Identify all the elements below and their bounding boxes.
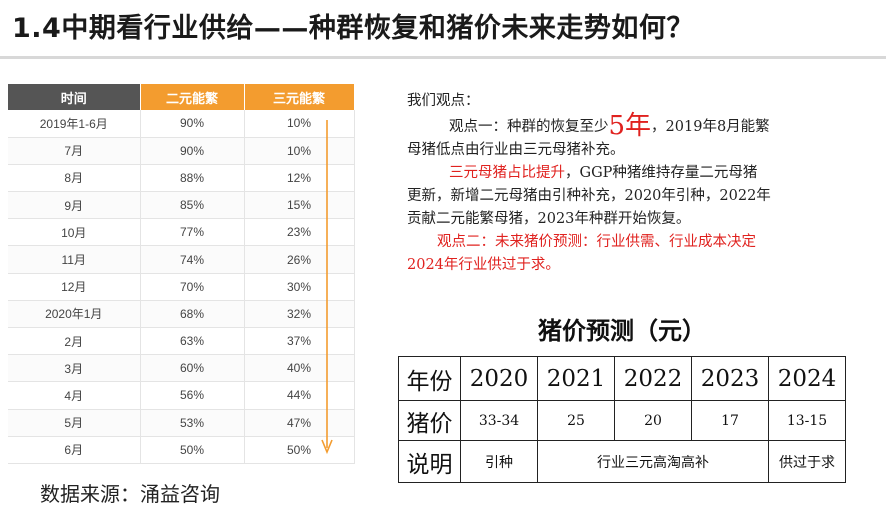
- year-cell: 2021: [537, 356, 615, 401]
- row-binary-cell: 90%: [140, 110, 245, 138]
- price-cell: 20: [614, 400, 692, 441]
- table-row: 12月 70% 30%: [8, 273, 355, 301]
- forecast-year-row: 年份 2020 2021 2022 2023 2024: [398, 356, 846, 401]
- row-binary-cell: 77%: [140, 218, 245, 247]
- column-header-ternary-sow: 三元能繁: [244, 84, 355, 110]
- row-time-cell: 10月: [8, 218, 141, 247]
- price-forecast: 猪价预测（元） 年份 2020 2021 2022 2023 2024 猪价 3…: [398, 308, 846, 483]
- table-row: 2月 63% 37%: [8, 327, 355, 356]
- row-ternary-cell: 44%: [244, 381, 355, 410]
- row-ternary-cell: 50%: [244, 436, 355, 464]
- ternary-share-highlight: 三元母猪占比提升: [449, 165, 565, 181]
- row-time-cell: 2019年1-6月: [8, 110, 141, 138]
- row-time-cell: 9月: [8, 191, 141, 220]
- table-row: 2020年1月 68% 32%: [8, 300, 355, 329]
- row-binary-cell: 60%: [140, 354, 245, 383]
- row-time-cell: 12月: [8, 273, 141, 301]
- year-cell: 2020: [460, 356, 538, 401]
- row-ternary-cell: 12%: [244, 164, 355, 193]
- row-binary-cell: 50%: [140, 436, 245, 464]
- row-binary-cell: 70%: [140, 273, 245, 301]
- note-cell: 行业三元高淘高补: [537, 440, 769, 483]
- row-ternary-cell: 47%: [244, 409, 355, 437]
- row-time-cell: 5月: [8, 409, 141, 437]
- row-time-cell: 2月: [8, 327, 141, 356]
- table-row: 11月 74% 26%: [8, 245, 355, 274]
- forecast-note-row: 说明 引种 行业三元高淘高补 供过于求: [398, 440, 846, 483]
- viewpoint-two-line2: 2024年行业供过于求。: [407, 257, 560, 273]
- row-time-cell: 6月: [8, 436, 141, 464]
- column-header-time: 时间: [8, 84, 141, 110]
- forecast-table: 年份 2020 2021 2022 2023 2024 猪价 33-34 25 …: [398, 356, 846, 483]
- row-time-cell: 8月: [8, 164, 141, 193]
- row-ternary-cell: 10%: [244, 137, 355, 165]
- row-time-cell: 7月: [8, 137, 141, 165]
- forecast-title: 猪价预测（元）: [538, 316, 706, 345]
- data-source-note: 数据来源：涌益咨询: [40, 482, 220, 506]
- year-cell: 2022: [614, 356, 692, 401]
- year-label: 年份: [398, 356, 461, 401]
- table-row: 9月 85% 15%: [8, 191, 355, 220]
- row-ternary-cell: 15%: [244, 191, 355, 220]
- title-divider: [0, 56, 886, 59]
- row-ternary-cell: 23%: [244, 218, 355, 247]
- table-row: 8月 88% 12%: [8, 164, 355, 193]
- viewpoint-one-line4: 更新，新增二元母猪由引种补充，2020年引种，2022年: [407, 188, 771, 204]
- viewpoint-one-line1: 观点一：种群的恢复至少5年，2019年8月能繁: [407, 113, 847, 139]
- year-cell: 2024: [768, 356, 846, 401]
- row-binary-cell: 53%: [140, 409, 245, 437]
- viewpoint-one-line3: 三元母猪占比提升，GGP种猪维持存量二元母猪: [407, 162, 847, 185]
- table-row: 4月 56% 44%: [8, 381, 355, 410]
- viewpoints-text: 我们观点： 观点一：种群的恢复至少5年，2019年8月能繁 母猪低点由行业由三元…: [407, 90, 847, 277]
- row-ternary-cell: 10%: [244, 110, 355, 138]
- row-ternary-cell: 26%: [244, 245, 355, 274]
- table-header-row: 时间 二元能繁 三元能繁: [8, 84, 355, 110]
- row-binary-cell: 56%: [140, 381, 245, 410]
- table-row: 6月 50% 50%: [8, 436, 355, 464]
- year-cell: 2023: [691, 356, 769, 401]
- row-ternary-cell: 32%: [244, 300, 355, 329]
- row-time-cell: 11月: [8, 245, 141, 274]
- note-label: 说明: [398, 440, 461, 483]
- column-header-binary-sow: 二元能繁: [140, 84, 245, 110]
- row-ternary-cell: 30%: [244, 273, 355, 301]
- viewpoint-two-line1: 观点二：未来猪价预测：行业供需、行业成本决定: [437, 234, 756, 250]
- price-cell: 33-34: [460, 400, 538, 441]
- note-cell: 供过于求: [768, 440, 846, 483]
- row-binary-cell: 85%: [140, 191, 245, 220]
- viewpoint-one-line2: 母猪低点由行业由三元母猪补充。: [407, 142, 625, 158]
- row-binary-cell: 63%: [140, 327, 245, 356]
- table-row: 5月 53% 47%: [8, 409, 355, 437]
- slide-title: 1.4中期看行业供给——种群恢复和猪价未来走势如何？: [12, 13, 694, 44]
- table-row: 3月 60% 40%: [8, 354, 355, 383]
- forecast-price-row: 猪价 33-34 25 20 17 13-15: [398, 400, 846, 441]
- table-row: 2019年1-6月 90% 10%: [8, 110, 355, 138]
- row-binary-cell: 90%: [140, 137, 245, 165]
- viewpoint-one-line3-tail: ，GGP种猪维持存量二元母猪: [565, 165, 758, 181]
- five-years-highlight: 5年: [608, 111, 652, 141]
- table-row: 10月 77% 23%: [8, 218, 355, 247]
- viewpoint-one-line5: 贡献二元能繁母猪，2023年种群开始恢复。: [407, 211, 691, 227]
- row-binary-cell: 68%: [140, 300, 245, 329]
- viewpoint-one-prefix: 观点一：种群的恢复至少: [449, 119, 609, 135]
- viewpoint-one-tail: ，2019年8月能繁: [651, 119, 770, 135]
- price-cell: 13-15: [768, 400, 846, 441]
- row-ternary-cell: 40%: [244, 354, 355, 383]
- price-cell: 25: [537, 400, 615, 441]
- note-cell: 引种: [460, 440, 538, 483]
- price-label: 猪价: [398, 400, 461, 441]
- sow-ratio-table: 时间 二元能繁 三元能繁 2019年1-6月 90% 10% 7月 90% 10% 8月 88…: [8, 84, 355, 464]
- trend-down-arrow-icon: [321, 120, 333, 455]
- row-binary-cell: 74%: [140, 245, 245, 274]
- table-row: 7月 90% 10%: [8, 137, 355, 165]
- viewpoints-heading: 我们观点：: [407, 93, 480, 109]
- row-time-cell: 4月: [8, 381, 141, 410]
- row-time-cell: 2020年1月: [8, 300, 141, 329]
- row-time-cell: 3月: [8, 354, 141, 383]
- row-ternary-cell: 37%: [244, 327, 355, 356]
- row-binary-cell: 88%: [140, 164, 245, 193]
- price-cell: 17: [691, 400, 769, 441]
